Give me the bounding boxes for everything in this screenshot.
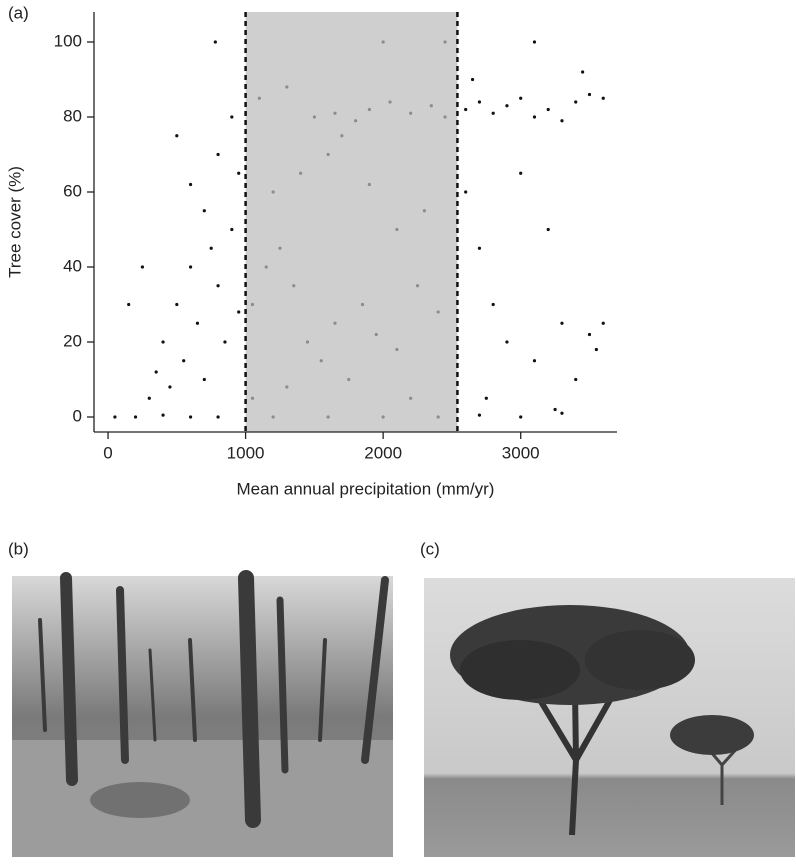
point (223, 340, 227, 344)
point (216, 284, 220, 288)
point (532, 359, 537, 363)
point (484, 396, 488, 400)
point (168, 385, 172, 389)
point (519, 415, 523, 419)
point (532, 40, 537, 44)
x-axis-label: Mean annual precipitation (mm/yr) (237, 479, 495, 498)
point (195, 321, 200, 325)
y-axis-label: Tree cover (%) (5, 166, 24, 278)
point (237, 310, 241, 314)
point (546, 107, 550, 112)
y-tick-label: 20 (63, 331, 82, 350)
point (133, 415, 138, 419)
point (601, 321, 605, 325)
point (161, 340, 165, 344)
point (202, 377, 206, 382)
point (230, 227, 234, 232)
panel-label: (a) (8, 3, 29, 22)
point (477, 246, 482, 250)
point (237, 171, 241, 175)
point (470, 77, 475, 82)
photo-savanna-tree (424, 578, 795, 857)
point (216, 152, 220, 157)
point (560, 411, 564, 415)
y-tick-label: 100 (54, 31, 82, 50)
point (601, 96, 605, 100)
point (560, 119, 564, 123)
point (140, 265, 145, 269)
point (505, 340, 509, 344)
y-tick-label: 80 (63, 106, 82, 125)
point (587, 92, 592, 97)
point (175, 134, 179, 138)
x-tick-label: 0 (103, 443, 112, 462)
point (113, 415, 117, 419)
point (491, 302, 495, 307)
point (216, 415, 220, 419)
point (581, 70, 585, 74)
x-tick-label: 2000 (364, 443, 402, 462)
point (560, 321, 564, 325)
point (127, 302, 131, 307)
point (147, 396, 151, 400)
point (188, 265, 193, 269)
point (505, 104, 509, 108)
point (477, 413, 482, 417)
point (553, 407, 557, 412)
point (209, 246, 213, 250)
point (574, 100, 578, 104)
photo-woodland (12, 570, 393, 857)
point (182, 359, 186, 363)
panel-label: (c) (420, 539, 440, 558)
point (464, 190, 468, 194)
y-tick-label: 0 (73, 406, 82, 425)
point (546, 227, 550, 232)
point (574, 377, 578, 382)
point (477, 100, 482, 104)
x-tick-label: 3000 (502, 443, 540, 462)
point (188, 182, 193, 187)
x-tick-label: 1000 (227, 443, 265, 462)
point (491, 111, 495, 115)
point (594, 347, 598, 352)
point (587, 332, 592, 337)
y-tick-label: 60 (63, 181, 82, 200)
point (464, 107, 468, 112)
point (202, 209, 206, 213)
y-tick-label: 40 (63, 256, 82, 275)
point (213, 40, 217, 44)
point (161, 413, 165, 417)
panel-label: (b) (8, 539, 29, 558)
highlight-region (245, 12, 458, 432)
point (230, 115, 234, 119)
point (519, 96, 523, 100)
point (175, 302, 179, 307)
scatter-plot: 0 1000 2000 3000 0 20 40 60 80 100 Mean annual pre… (5, 12, 617, 498)
point (188, 415, 193, 419)
point (532, 115, 537, 119)
point (519, 171, 523, 175)
point (154, 370, 158, 374)
